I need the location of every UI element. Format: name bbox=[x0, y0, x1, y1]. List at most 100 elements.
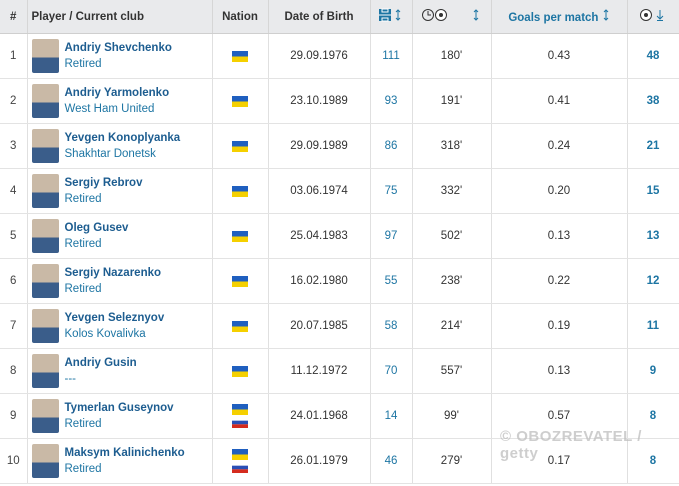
player-name[interactable]: Andriy Yarmolenko bbox=[64, 87, 170, 99]
goals: 38 bbox=[627, 78, 679, 124]
nation-cell bbox=[212, 78, 269, 124]
minutes-per-goal: 557' bbox=[412, 348, 492, 394]
player: Andriy Yarmolenko West Ham United bbox=[31, 84, 208, 118]
rank: 4 bbox=[0, 168, 28, 214]
goals: 8 bbox=[627, 438, 679, 484]
club-name[interactable]: Retired bbox=[64, 193, 102, 205]
player-name[interactable]: Andriy Gusin bbox=[64, 357, 137, 369]
minutes-icon bbox=[421, 9, 478, 21]
flag-ukraine bbox=[232, 320, 248, 332]
flag-ukraine bbox=[232, 449, 248, 460]
goals-per-match: 0.22 bbox=[491, 258, 628, 304]
player: Andriy Shevchenko Retired bbox=[31, 39, 208, 73]
player-photo bbox=[31, 219, 59, 253]
flag-ukraine bbox=[232, 185, 248, 197]
player-name[interactable]: Yevgen Konoplyanka bbox=[64, 132, 181, 144]
goals-per-match: 0.43 bbox=[491, 33, 628, 79]
rank: 6 bbox=[0, 258, 28, 304]
goals-per-match: 0.13 bbox=[491, 348, 628, 394]
minutes-per-goal: 99' bbox=[412, 393, 492, 439]
club-name[interactable]: Retired bbox=[64, 418, 102, 430]
appearances: 75 bbox=[370, 168, 413, 214]
minutes-per-goal: 191' bbox=[412, 78, 492, 124]
club-name[interactable]: Retired bbox=[64, 58, 102, 70]
appearances: 55 bbox=[370, 258, 413, 304]
player-row: 10 Maksym Kalinichenko Retired 26.01.1979 46… bbox=[0, 438, 679, 484]
minutes-per-goal: 332' bbox=[412, 168, 492, 214]
player-photo bbox=[31, 174, 59, 208]
nation-header: Nation bbox=[212, 0, 269, 34]
player-name[interactable]: Andriy Shevchenko bbox=[64, 42, 172, 54]
appearances: 97 bbox=[370, 213, 413, 259]
goals-header[interactable] bbox=[627, 0, 679, 34]
club-name[interactable]: Retired bbox=[64, 238, 102, 250]
date-of-birth: 16.02.1980 bbox=[268, 258, 371, 304]
rank: 7 bbox=[0, 303, 28, 349]
nation-cell bbox=[212, 303, 269, 349]
flag-russia bbox=[232, 417, 248, 428]
dob-header: Date of Birth bbox=[268, 0, 371, 34]
goals: 13 bbox=[627, 213, 679, 259]
minutes-header[interactable] bbox=[412, 0, 492, 34]
player-text: Yevgen Konoplyanka Shakhtar Donetsk bbox=[65, 132, 181, 160]
player-name[interactable]: Yevgen Seleznyov bbox=[64, 312, 165, 324]
minutes-per-goal: 318' bbox=[412, 123, 492, 169]
date-of-birth: 20.07.1985 bbox=[268, 303, 371, 349]
player-photo bbox=[31, 129, 59, 163]
gpm-header-text: Goals per match bbox=[508, 12, 599, 24]
player-cell: Sergiy Rebrov Retired bbox=[27, 168, 213, 214]
goals-per-match: 0.24 bbox=[491, 123, 628, 169]
minutes-per-goal: 180' bbox=[412, 33, 492, 79]
goals-per-match: 0.13 bbox=[491, 213, 628, 259]
player: Sergiy Rebrov Retired bbox=[31, 174, 208, 208]
player-row: 6 Sergiy Nazarenko Retired 16.02.1980 55 238'… bbox=[0, 258, 679, 304]
player-row: 2 Andriy Yarmolenko West Ham United 23.10.1… bbox=[0, 78, 679, 124]
player: Maksym Kalinichenko Retired bbox=[31, 444, 208, 478]
rank: 2 bbox=[0, 78, 28, 124]
player-name[interactable]: Sergiy Rebrov bbox=[64, 177, 143, 189]
minutes-per-goal: 502' bbox=[412, 213, 492, 259]
date-of-birth: 29.09.1976 bbox=[268, 33, 371, 79]
player-name[interactable]: Oleg Gusev bbox=[64, 222, 129, 234]
player-row: 1 Andriy Shevchenko Retired 29.09.1976 111 18… bbox=[0, 33, 679, 79]
goals: 48 bbox=[627, 33, 679, 79]
player: Tymerlan Guseynov Retired bbox=[31, 399, 208, 433]
player-cell: Yevgen Konoplyanka Shakhtar Donetsk bbox=[27, 123, 213, 169]
goals-per-match: 0.17 bbox=[491, 438, 628, 484]
appearances: 86 bbox=[370, 123, 413, 169]
nation-cell bbox=[212, 438, 269, 484]
gpm-header[interactable]: Goals per match bbox=[491, 0, 628, 34]
player-row: 5 Oleg Gusev Retired 25.04.1983 97 502' 0.13 13 bbox=[0, 213, 679, 259]
club-name[interactable]: --- bbox=[64, 373, 77, 385]
rank: 9 bbox=[0, 393, 28, 439]
club-name[interactable]: Retired bbox=[64, 463, 102, 475]
player-cell: Yevgen Seleznyov Kolos Kovalivka bbox=[27, 303, 213, 349]
flag-ukraine bbox=[232, 140, 248, 152]
date-of-birth: 23.10.1989 bbox=[268, 78, 371, 124]
date-of-birth: 25.04.1983 bbox=[268, 213, 371, 259]
club-name[interactable]: Shakhtar Donetsk bbox=[64, 148, 156, 160]
player-cell: Maksym Kalinichenko Retired bbox=[27, 438, 213, 484]
club-name[interactable]: Kolos Kovalivka bbox=[64, 328, 146, 340]
apps-header[interactable] bbox=[370, 0, 413, 34]
rank: 8 bbox=[0, 348, 28, 394]
club-name[interactable]: West Ham United bbox=[64, 103, 155, 115]
player-cell: Tymerlan Guseynov Retired bbox=[27, 393, 213, 439]
player-name[interactable]: Tymerlan Guseynov bbox=[64, 402, 174, 414]
minutes-per-goal: 238' bbox=[412, 258, 492, 304]
player-name[interactable]: Sergiy Nazarenko bbox=[64, 267, 162, 279]
rank-header: # bbox=[0, 0, 28, 34]
goals: 15 bbox=[627, 168, 679, 214]
player-photo bbox=[31, 39, 59, 73]
player-cell: Sergiy Nazarenko Retired bbox=[27, 258, 213, 304]
nation-cell bbox=[212, 168, 269, 214]
player: Andriy Gusin --- bbox=[31, 354, 208, 388]
date-of-birth: 24.01.1968 bbox=[268, 393, 371, 439]
goals: 9 bbox=[627, 348, 679, 394]
player-photo bbox=[31, 444, 59, 478]
player-name[interactable]: Maksym Kalinichenko bbox=[64, 447, 185, 459]
player-header: Player / Current club bbox=[27, 0, 213, 34]
minutes-per-goal: 214' bbox=[412, 303, 492, 349]
club-name[interactable]: Retired bbox=[64, 283, 102, 295]
